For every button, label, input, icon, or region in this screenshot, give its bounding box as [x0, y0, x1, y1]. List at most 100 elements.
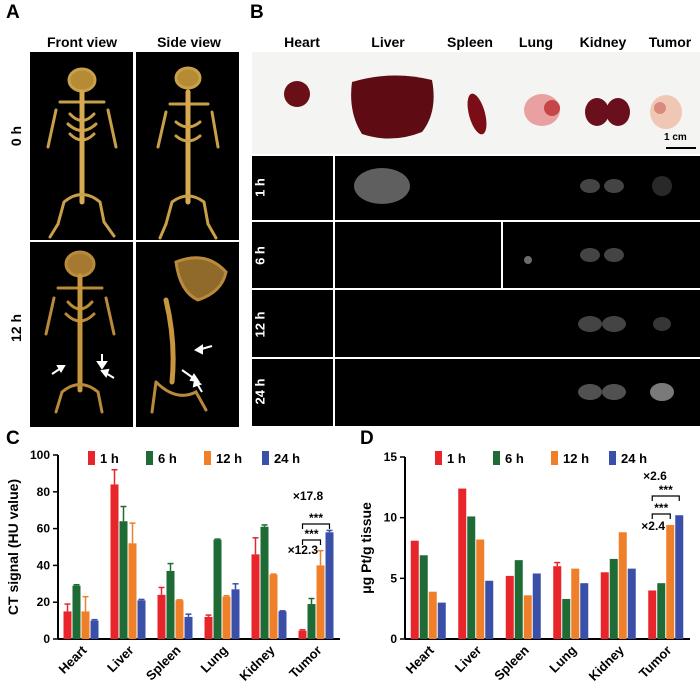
legend-label: 6 h — [158, 451, 177, 466]
bar — [204, 616, 213, 639]
bar — [523, 595, 532, 639]
bar — [609, 558, 618, 639]
bar — [157, 594, 166, 639]
chart-c: 0 20 40 60 80 100 CT signal (HU value) 1 h 6 h 12… — [5, 448, 340, 684]
organ-header-kidney: Kidney — [579, 34, 627, 50]
fold-change-label: ×17.8 — [293, 489, 324, 503]
organ-header-heart: Heart — [284, 34, 320, 50]
bar — [298, 630, 307, 639]
organ-header-lung: Lung — [518, 34, 554, 50]
legend-label: 24 h — [621, 451, 647, 466]
b-row-label-6h: 6 h — [252, 246, 268, 265]
fold-change-label: ×12.3 — [288, 543, 319, 557]
panel-a-label: A — [6, 2, 20, 23]
x-tick-label: Spleen — [491, 642, 532, 683]
bar — [269, 574, 278, 639]
ct-front-12h — [30, 242, 133, 427]
panel-d-label: D — [360, 428, 374, 449]
x-tick-label: Lung — [546, 642, 579, 675]
bar — [90, 620, 99, 639]
skeleton-image — [156, 66, 220, 240]
bar — [437, 602, 446, 639]
bar — [562, 598, 571, 639]
y-tick-label: 5 — [390, 571, 397, 585]
panel-c-label: C — [6, 428, 20, 449]
x-tick-label: Heart — [56, 642, 91, 677]
x-tick-label: Spleen — [143, 642, 184, 683]
bar — [505, 575, 514, 639]
legend-label: 1 h — [100, 451, 119, 466]
arrow-icon — [51, 354, 115, 379]
legend-swatch — [609, 451, 616, 465]
bar — [428, 591, 437, 639]
bar — [325, 532, 334, 639]
b-row-label-24h: 24 h — [252, 378, 268, 405]
x-tick-label: Lung — [198, 642, 231, 675]
x-tick-label: Kidney — [586, 642, 628, 684]
bar — [666, 524, 675, 639]
panel-b-label: B — [250, 2, 264, 23]
fold-change-label: ×2.4 — [641, 519, 665, 533]
significance-bracket — [651, 495, 680, 501]
x-tick-label: Liver — [452, 643, 485, 676]
bar — [278, 611, 287, 639]
legend-label: 12 h — [216, 451, 242, 466]
skeleton-image — [150, 256, 228, 414]
bar — [184, 616, 193, 639]
bar — [618, 532, 627, 639]
bar — [675, 515, 684, 639]
ct-front-0h — [30, 52, 133, 240]
y-tick-label: 0 — [390, 632, 397, 646]
significance-stars: *** — [654, 501, 668, 515]
x-tick-label: Kidney — [236, 642, 278, 684]
legend-label: 6 h — [505, 451, 524, 466]
significance-stars: *** — [309, 511, 323, 525]
y-axis-label: CT signal (HU value) — [5, 479, 21, 615]
significance-stars: *** — [304, 527, 318, 541]
x-tick-label: Liver — [104, 643, 137, 676]
organ-header-tumor: Tumor — [648, 34, 692, 50]
bar — [175, 600, 184, 639]
x-tick-label: Heart — [403, 642, 438, 677]
bar — [571, 568, 580, 639]
bar — [514, 560, 523, 639]
legend-swatch — [88, 451, 95, 465]
x-tick-label: Tumor — [286, 643, 325, 682]
bar — [166, 570, 175, 639]
bar — [128, 543, 137, 639]
column-header-front-view: Front view — [46, 34, 117, 50]
bar — [63, 611, 72, 639]
bar — [485, 580, 494, 639]
legend-swatch — [551, 451, 558, 465]
significance-bracket — [301, 539, 322, 545]
legend-swatch — [493, 451, 500, 465]
legend-label: 1 h — [447, 451, 466, 466]
y-tick-label: 100 — [30, 448, 50, 462]
bar — [316, 565, 325, 639]
organ-photo: 1 cm — [252, 52, 700, 154]
row-label-0h: 0 h — [8, 125, 24, 147]
bar — [72, 585, 81, 639]
bar — [410, 540, 419, 639]
bar — [467, 516, 476, 639]
legend-swatch — [146, 451, 153, 465]
ct-grid-image — [252, 156, 700, 426]
bar — [110, 484, 119, 639]
bar — [580, 583, 589, 639]
bar — [458, 488, 467, 639]
legend-label: 12 h — [563, 451, 589, 466]
skeleton-image — [44, 250, 116, 414]
organ-header-spleen: Spleen — [447, 34, 493, 50]
skeleton-image — [46, 67, 118, 239]
bar — [553, 566, 562, 639]
row-label-12h: 12 h — [8, 314, 24, 343]
bar — [657, 583, 666, 639]
bar — [307, 604, 316, 639]
bar — [419, 555, 428, 639]
bar — [137, 600, 146, 639]
column-header-side-view: Side view — [157, 34, 221, 50]
ct-side-0h — [136, 52, 239, 240]
organ-ct-grid — [252, 156, 700, 426]
y-tick-label: 15 — [384, 450, 398, 464]
bar — [260, 526, 269, 639]
